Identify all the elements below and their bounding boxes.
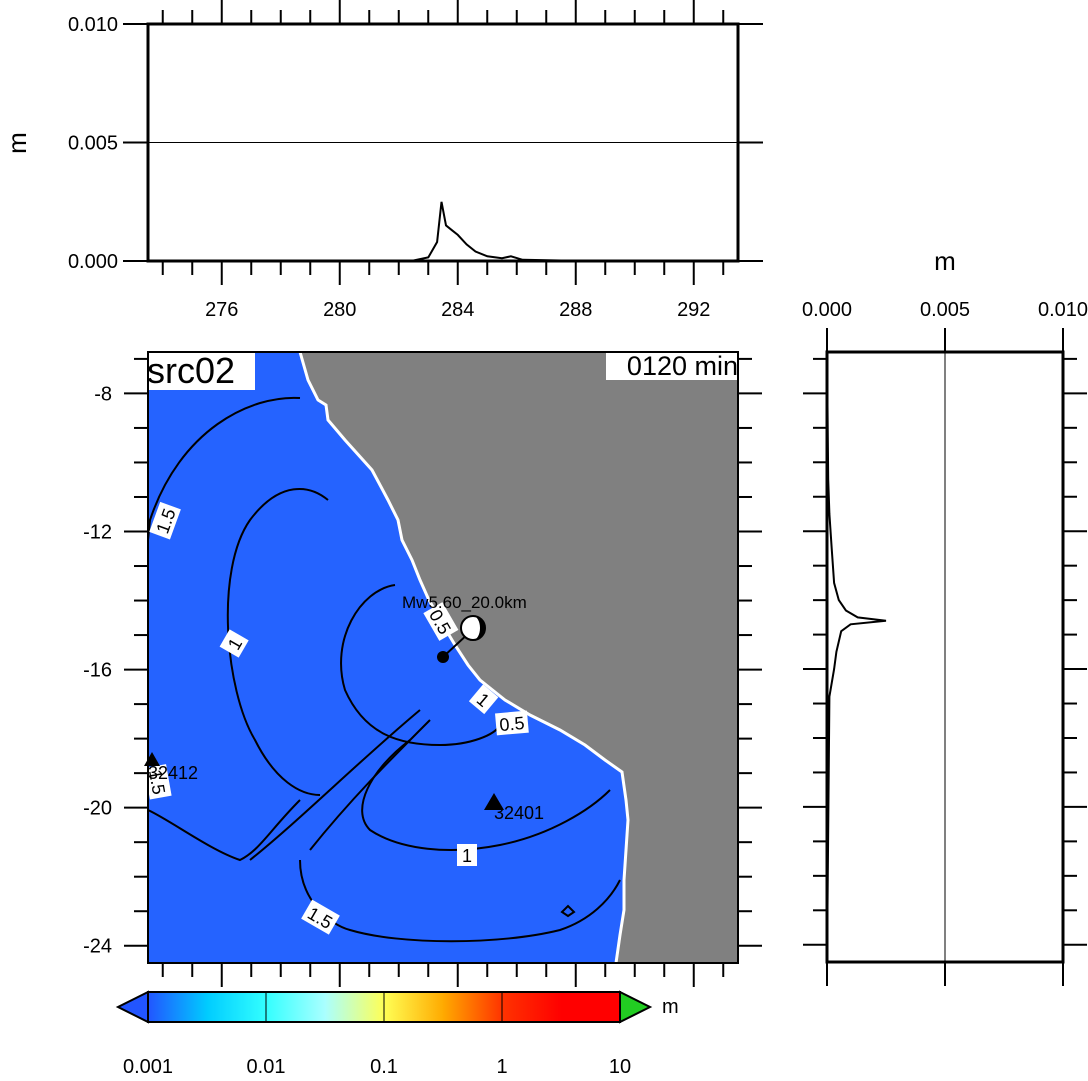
top-profile-panel: 0.000 0.005 0.010 276 280 284 288 292 m	[2, 0, 763, 321]
panel-label: src02	[147, 350, 235, 391]
colorbar-segment	[325, 992, 385, 1022]
colorbar-segment	[443, 992, 503, 1022]
epicenter-dot	[437, 651, 449, 663]
top-panel-y-axis-label: m	[2, 132, 32, 154]
contour-line-outer-north	[148, 396, 301, 541]
y-tick-label: -12	[83, 522, 112, 544]
right-panel-y-ticks	[803, 357, 1087, 946]
x-tick-label: 280	[323, 299, 356, 321]
contour-label: 0.5	[495, 710, 529, 736]
time-label-bg	[606, 350, 740, 380]
colorbar-tick-label: 0.001	[123, 1056, 173, 1078]
contour-label: 1	[457, 844, 477, 866]
y-tick-label: -20	[83, 798, 112, 820]
contour-line-channel	[249, 709, 431, 861]
station-label: 32401	[494, 803, 544, 823]
coastline	[298, 352, 630, 963]
top-panel-x-ticks: 276 280 284 288 292	[161, 0, 725, 321]
map-frame	[147, 351, 739, 964]
y-tick-label: -8	[94, 383, 112, 405]
station-marker: 32401	[484, 793, 544, 823]
x-tick-label: 284	[441, 299, 474, 321]
colorbar-segment	[207, 992, 267, 1022]
time-label: 0120 min	[627, 351, 738, 381]
panel-label-bg	[143, 350, 255, 390]
x-tick-label: 288	[559, 299, 592, 321]
colorbar-segment	[502, 992, 562, 1022]
colorbar-segment	[384, 992, 444, 1022]
source-marker: Mw5.60_20.0km	[402, 593, 527, 663]
colorbar: m 0.001 0.01 0.1 1 10	[115, 990, 679, 1078]
colorbar-tick-label: 0.1	[370, 1056, 398, 1078]
colorbar-segment	[266, 992, 326, 1022]
contour-island	[560, 904, 576, 918]
contour-label: 1	[219, 629, 249, 658]
colorbar-tick-label: 0.01	[247, 1056, 286, 1078]
colorbar-unit: m	[662, 996, 679, 1018]
colorbar-under-triangle	[115, 990, 149, 1024]
x-tick-label: 0.010	[1038, 299, 1088, 321]
contour-line-1-west	[226, 488, 329, 796]
map-x-ticks	[161, 963, 725, 987]
top-profile-line	[148, 201, 739, 262]
colorbar-ticks: 0.001 0.01 0.1 1 10	[123, 992, 631, 1078]
right-panel-x-axis-label: m	[934, 246, 956, 276]
station-label: 32412	[148, 763, 198, 783]
svg-text:1: 1	[462, 846, 472, 866]
map-panel: 1.5 1 0.5 1 0.5 1 1.5 1.5	[83, 350, 762, 987]
map-y-ticks: -8 -12 -16 -20 -24	[83, 357, 762, 958]
x-tick-label: 292	[677, 299, 710, 321]
contour-label: 1	[468, 684, 499, 715]
contour-line-1-south	[361, 739, 611, 851]
x-tick-label: 0.005	[920, 299, 970, 321]
y-tick-label: -24	[83, 936, 112, 958]
right-panel-x-ticks: 0.000 0.005 0.010	[802, 299, 1088, 986]
colorbar-tick-label: 10	[609, 1056, 631, 1078]
y-tick-label: 0.010	[68, 14, 118, 36]
right-profile-panel: 0.000 0.005 0.010 m	[802, 246, 1088, 986]
top-panel-y-ticks: 0.000 0.005 0.010	[68, 14, 763, 273]
y-tick-label: -16	[83, 660, 112, 682]
colorbar-tick-label: 1	[496, 1056, 507, 1078]
colorbar-segments	[148, 992, 621, 1022]
svg-text:0.5: 0.5	[499, 713, 526, 735]
contour-line-0.5-inner	[340, 584, 501, 747]
colorbar-segment	[561, 992, 621, 1022]
source-label: Mw5.60_20.0km	[402, 593, 527, 612]
x-tick-label: 276	[205, 299, 238, 321]
station-triangle-icon	[484, 793, 504, 810]
colorbar-segment	[148, 992, 208, 1022]
y-tick-label: 0.000	[68, 251, 118, 273]
colorbar-over-triangle	[619, 990, 653, 1024]
x-tick-label: 0.000	[802, 299, 852, 321]
y-tick-label: 0.005	[68, 133, 118, 155]
right-profile-line	[826, 351, 887, 963]
